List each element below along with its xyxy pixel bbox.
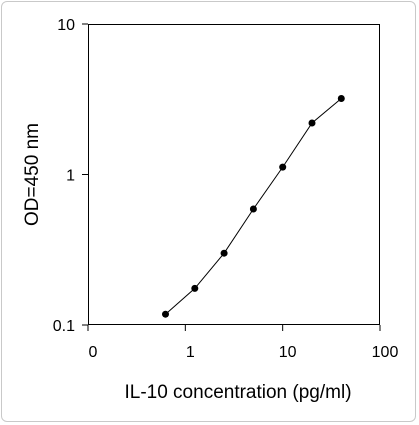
x-tick-label: 1 [186,344,195,361]
plot-area [88,24,380,325]
x-tick-label: 0 [89,344,98,361]
tick-labels: 10 1 0.1 0 1 10 100 [53,17,399,361]
y-axis-label: OD=450 nm [22,123,43,226]
data-point [191,284,199,292]
data-point [162,310,169,318]
data-point [337,95,345,102]
x-tick-label: 10 [279,344,297,361]
y-tick-label: 10 [57,17,75,34]
data-points [162,95,345,318]
y-tick-label: 0.1 [53,318,75,335]
data-point [249,205,257,213]
y-tick-label: 1 [66,168,75,185]
data-point [308,119,316,127]
data-point [220,249,228,257]
x-axis-label: IL-10 concentration (pg/ml) [124,382,351,403]
x-tick-label: 100 [372,344,399,361]
data-point [279,163,287,171]
ticks [82,23,381,331]
